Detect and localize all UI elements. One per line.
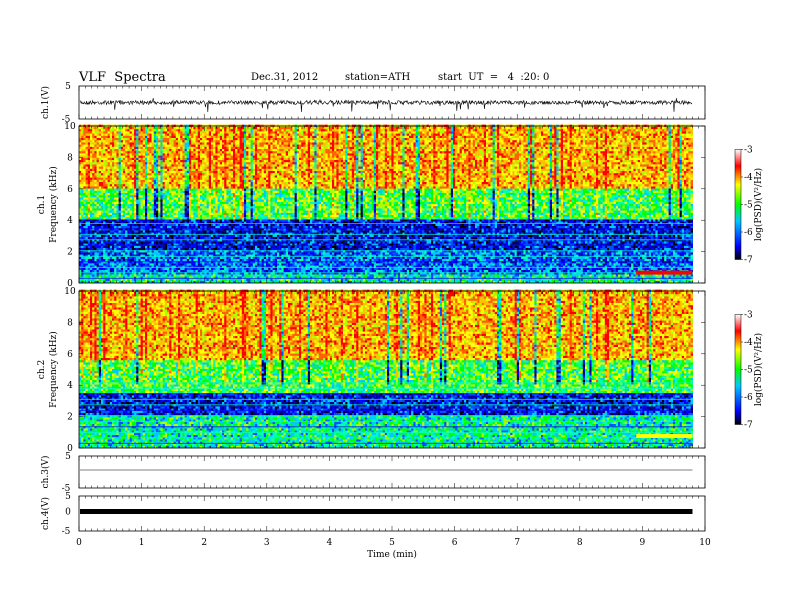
x-tick-label: 10 (699, 538, 711, 548)
ch1-spectrogram-cells (79, 125, 693, 284)
x-tick-label: 6 (452, 538, 458, 548)
ch2-colorbar-tick-label: -4 (744, 338, 753, 348)
ch2-ytick-label: 4 (67, 381, 73, 391)
ch2-colorbar-tick-label: -7 (744, 421, 753, 431)
ch1-colorbar-tick-label: -5 (744, 201, 753, 211)
vlf-spectra-figure: 5-5ch.1(V)0246810ch.1 Frequency (kHz)-3-4… (0, 0, 792, 612)
ch1-event-band (636, 271, 692, 275)
ch4-ytick-label: 5 (65, 492, 71, 502)
ch1-colorbar (735, 150, 741, 260)
ch4-ylabel: ch.4(V) (40, 497, 51, 530)
ch1-ytick-label: 5 (65, 82, 71, 92)
ch2-ytick-label: 2 (67, 413, 73, 423)
ch2-ytick-label: 6 (67, 350, 73, 360)
ch1-colorbar-tick-label: -7 (744, 256, 753, 266)
ch2-colorbar-tick-label: -6 (744, 393, 753, 403)
x-tick-label: 9 (640, 538, 646, 548)
ch2-ytick-label: 8 (67, 318, 73, 328)
x-tick-label: 4 (327, 538, 333, 548)
ch1-ytick-label: 4 (67, 216, 73, 226)
ch2-colorbar-label: log(PSD)(V²/Hz) (753, 333, 764, 406)
ch4-ytick-label: 0 (65, 508, 71, 518)
x-tick-label: 0 (76, 538, 82, 548)
ch1-ylabel-channel: ch.1 (37, 195, 47, 214)
ch2-ytick-label: 10 (64, 287, 76, 297)
x-tick-label: 3 (264, 538, 270, 548)
x-axis-label: Time (min) (367, 549, 417, 560)
x-tick-label: 7 (514, 538, 520, 548)
ch2-colorbar (735, 315, 741, 425)
ch4-ytick-label: -5 (62, 527, 71, 537)
x-tick-label: 1 (139, 538, 145, 548)
ch4-waveform-trace (80, 509, 692, 514)
ch1-ytick-label: 8 (67, 153, 73, 163)
ch2-event-band (636, 434, 692, 438)
ch3-ylabel: ch.3(V) (40, 456, 51, 489)
ch1-ylabel-frequency: Frequency (kHz) (48, 166, 59, 243)
ch1-ylabel: ch.1(V) (40, 86, 51, 119)
ch1-colorbar-tick-label: -3 (744, 146, 753, 156)
ch2-ylabel-frequency: Frequency (kHz) (48, 331, 59, 408)
ch1-ytick-label: 2 (67, 248, 73, 258)
ch3-ytick-label: 5 (65, 452, 71, 462)
ch2-ylabel-channel: ch.2 (37, 360, 47, 379)
ch1-colorbar-tick-label: -4 (744, 173, 753, 183)
x-tick-label: 2 (201, 538, 207, 548)
ch2-colorbar-tick-label: -5 (744, 366, 753, 376)
ch2-spectrogram-cells (79, 290, 693, 449)
ch1-waveform-trace (80, 98, 692, 112)
ch1-colorbar-label: log(PSD)(V²/Hz) (753, 168, 764, 241)
ch2-colorbar-tick-label: -3 (744, 311, 753, 321)
ch1-ytick-label: 6 (67, 185, 73, 195)
x-tick-label: 8 (577, 538, 583, 548)
ch1-ytick-label: 10 (64, 122, 76, 132)
x-tick-label: 5 (389, 538, 395, 548)
ch1-colorbar-tick-label: -6 (744, 228, 753, 238)
